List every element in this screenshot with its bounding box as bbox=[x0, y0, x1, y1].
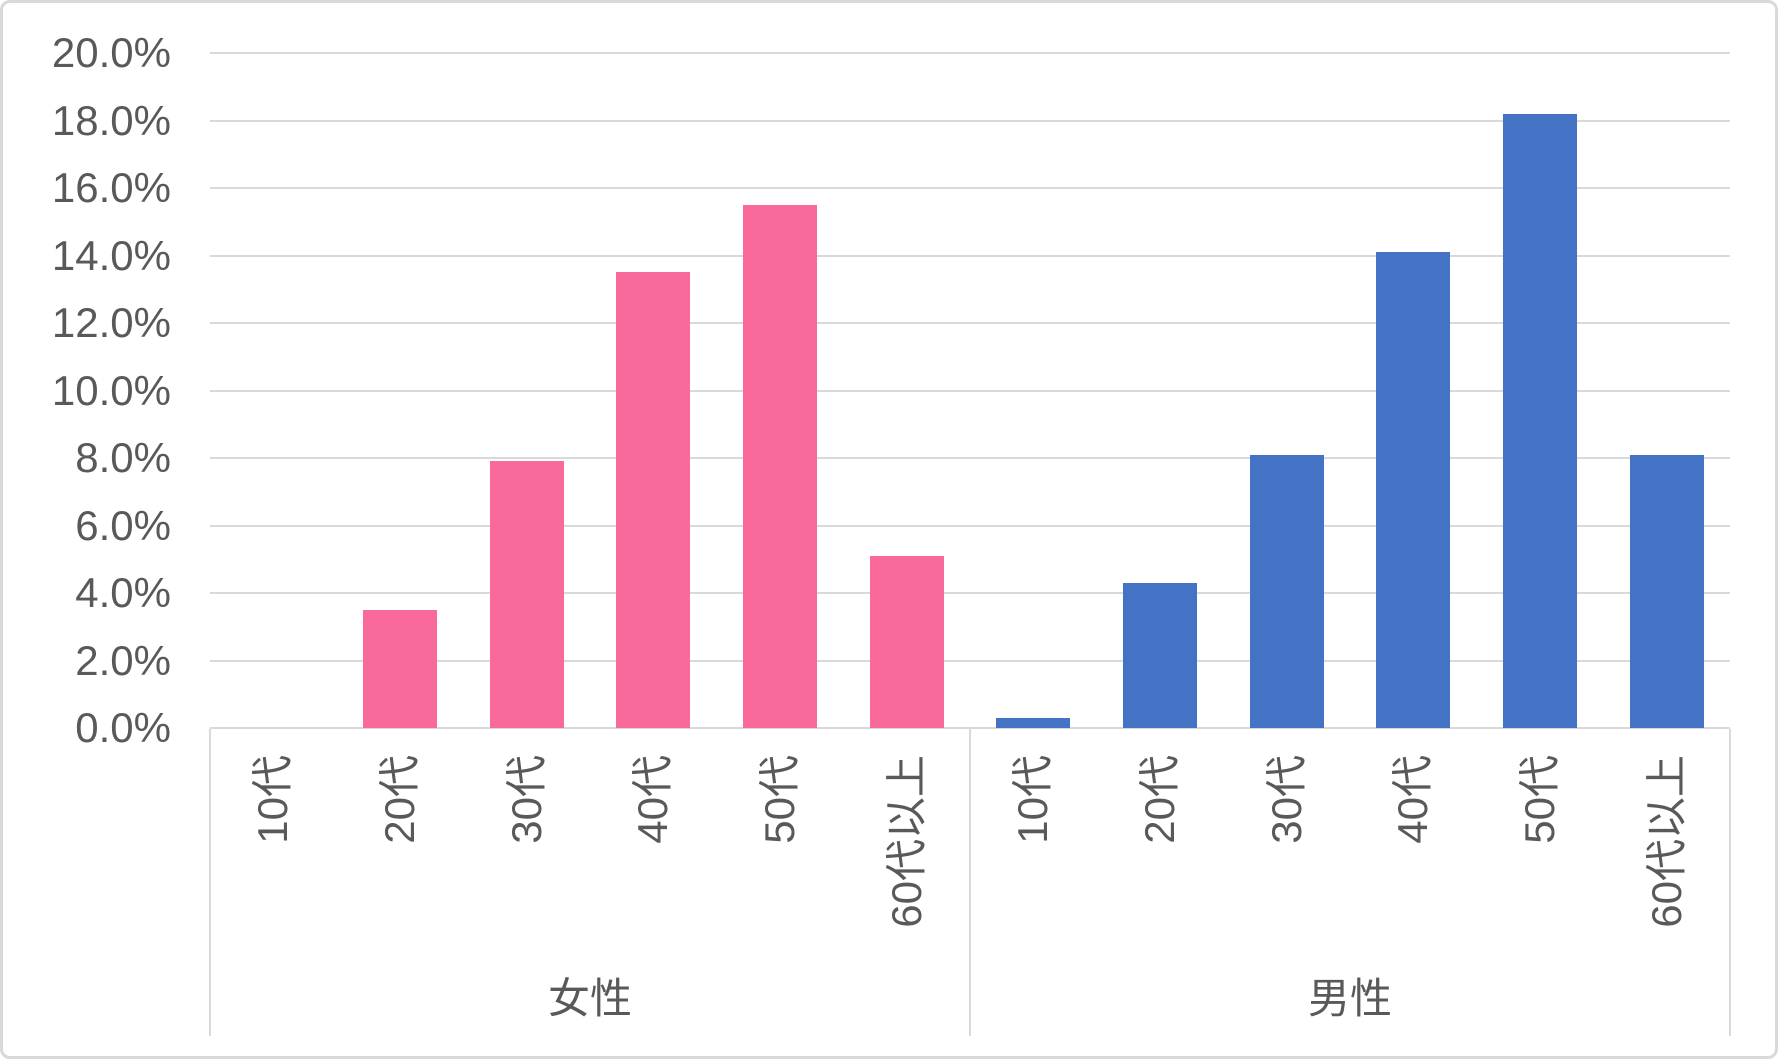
y-axis-tick-label: 0.0% bbox=[75, 704, 171, 751]
category-label: 30代 bbox=[502, 755, 550, 844]
bar-0-5 bbox=[869, 555, 944, 728]
y-axis-tick-label: 4.0% bbox=[75, 569, 171, 616]
gridline-10.0% bbox=[210, 389, 1730, 392]
bar-0-1 bbox=[363, 609, 437, 728]
category-label: 20代 bbox=[1136, 755, 1183, 844]
y-axis-tick-label: 10.0% bbox=[51, 366, 171, 414]
gridline-4.0% bbox=[210, 592, 1730, 594]
bar-1-0 bbox=[996, 717, 1071, 728]
category-label: 20代 bbox=[376, 755, 423, 844]
category-label: 10代 bbox=[249, 755, 297, 844]
category-label: 50代 bbox=[756, 755, 803, 844]
bar-0-4 bbox=[743, 204, 817, 728]
bar-1-3 bbox=[1376, 252, 1451, 728]
bar-1-1 bbox=[1123, 582, 1197, 728]
axis-separator bbox=[209, 729, 211, 1036]
bar-0-2 bbox=[489, 461, 564, 728]
bar-1-5 bbox=[1629, 454, 1704, 728]
category-label: 60代以上 bbox=[882, 755, 930, 928]
gridline-0.0% bbox=[210, 727, 1730, 729]
y-axis-tick-label: 8.0% bbox=[75, 434, 171, 481]
category-label: 40代 bbox=[1389, 755, 1437, 844]
y-axis-tick-label: 6.0% bbox=[75, 501, 171, 549]
y-axis-tick-label: 14.0% bbox=[51, 231, 171, 279]
group-label: 男性 bbox=[1307, 975, 1392, 1022]
y-axis-tick-label: 2.0% bbox=[75, 636, 171, 684]
gridline-14.0% bbox=[210, 254, 1730, 257]
gridline-16.0% bbox=[210, 187, 1730, 189]
gridline-6.0% bbox=[210, 524, 1730, 527]
gridline-2.0% bbox=[210, 659, 1730, 662]
gridline-12.0% bbox=[210, 322, 1730, 324]
y-axis-tick-label: 20.0% bbox=[51, 29, 171, 76]
bar-1-4 bbox=[1503, 113, 1577, 728]
bar-0-3 bbox=[616, 272, 691, 728]
y-axis-tick-label: 16.0% bbox=[51, 164, 171, 211]
category-label: 10代 bbox=[1009, 755, 1057, 844]
axis-separator bbox=[969, 729, 971, 1036]
group-label: 女性 bbox=[547, 975, 632, 1022]
axis-separator bbox=[1729, 729, 1731, 1036]
bar-1-2 bbox=[1249, 454, 1324, 728]
y-axis-tick-label: 18.0% bbox=[51, 96, 171, 144]
category-label: 30代 bbox=[1262, 755, 1310, 844]
gridline-8.0% bbox=[210, 457, 1730, 459]
y-axis-tick-label: 12.0% bbox=[51, 299, 171, 346]
gridline-18.0% bbox=[210, 119, 1730, 122]
category-label: 50代 bbox=[1516, 755, 1563, 844]
gridline-20.0% bbox=[210, 52, 1730, 54]
category-label: 60代以上 bbox=[1642, 755, 1690, 928]
category-label: 40代 bbox=[629, 755, 677, 844]
